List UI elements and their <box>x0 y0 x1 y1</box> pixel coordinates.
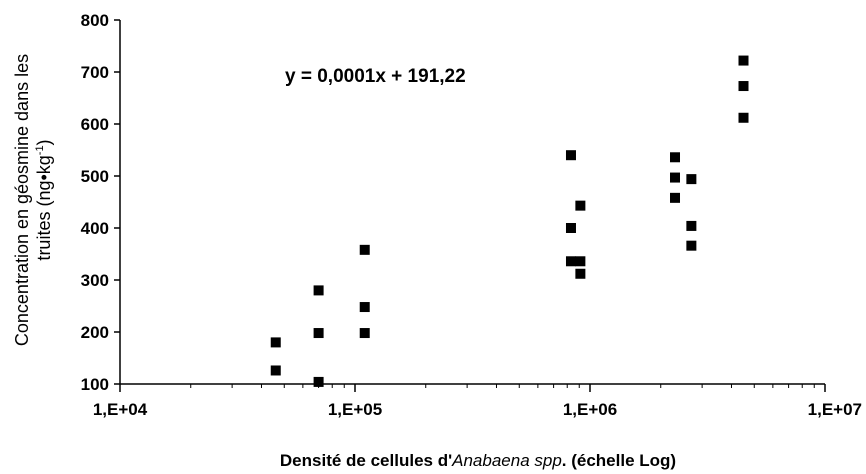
data-point <box>670 192 681 203</box>
data-point <box>738 112 749 123</box>
data-point <box>270 337 281 348</box>
data-point <box>313 285 324 296</box>
data-point <box>575 200 586 211</box>
x-axis-label-prefix: Densité de cellules d' <box>280 451 452 470</box>
data-point <box>738 81 749 92</box>
y-tick-label: 500 <box>81 167 109 186</box>
data-point <box>686 174 697 185</box>
x-ticks: 1,E+04 1,E+05 1,E+06 1,E+07 <box>93 384 862 419</box>
x-tick-label: 1,E+05 <box>328 400 382 419</box>
axes <box>119 20 825 385</box>
x-tick-label: 1,E+07 <box>808 400 862 419</box>
x-axis-label-italic: Anabaena spp <box>451 451 562 470</box>
data-point <box>738 55 749 66</box>
y-axis-label-superscript: -1 <box>34 145 46 155</box>
y-axis-label-line2-suffix: ) <box>34 139 54 145</box>
data-point <box>670 152 681 163</box>
data-point <box>686 240 697 251</box>
data-point <box>359 302 370 313</box>
trendline-equation: y = 0,0001x + 191,22 <box>285 66 466 87</box>
y-tick-label: 600 <box>81 115 109 134</box>
x-axis-label: Densité de cellules d'Anabaena spp. (éch… <box>280 451 676 470</box>
data-points <box>270 55 749 387</box>
data-point <box>565 223 576 233</box>
y-tick-label: 400 <box>81 219 109 238</box>
y-tick-label: 200 <box>81 323 109 342</box>
data-point <box>313 376 324 387</box>
y-tick-label: 800 <box>81 11 109 30</box>
data-point <box>359 244 370 255</box>
x-tick-label: 1,E+06 <box>563 400 617 419</box>
data-point <box>565 150 576 161</box>
y-axis-label-line2: truites (ng•kg-1) <box>34 139 54 260</box>
data-point <box>359 328 370 339</box>
data-point <box>686 220 697 231</box>
data-point <box>575 256 586 267</box>
y-axis-label: Concentration en géosmine dans les truit… <box>12 54 54 346</box>
y-axis-label-line2-prefix: truites (ng•kg <box>34 155 54 260</box>
y-tick-label: 700 <box>81 63 109 82</box>
x-axis-label-suffix: . (échelle Log) <box>562 451 676 470</box>
data-point <box>670 172 681 183</box>
data-point <box>575 268 586 279</box>
y-tick-label: 300 <box>81 271 109 290</box>
data-point <box>565 256 576 267</box>
data-point <box>270 365 281 376</box>
y-tick-label: 100 <box>81 375 109 394</box>
x-tick-label: 1,E+04 <box>93 400 148 419</box>
y-axis-label-line1: Concentration en géosmine dans les <box>12 54 32 346</box>
y-ticks: 100 200 300 400 500 600 700 800 <box>81 11 120 394</box>
data-point <box>313 328 324 339</box>
